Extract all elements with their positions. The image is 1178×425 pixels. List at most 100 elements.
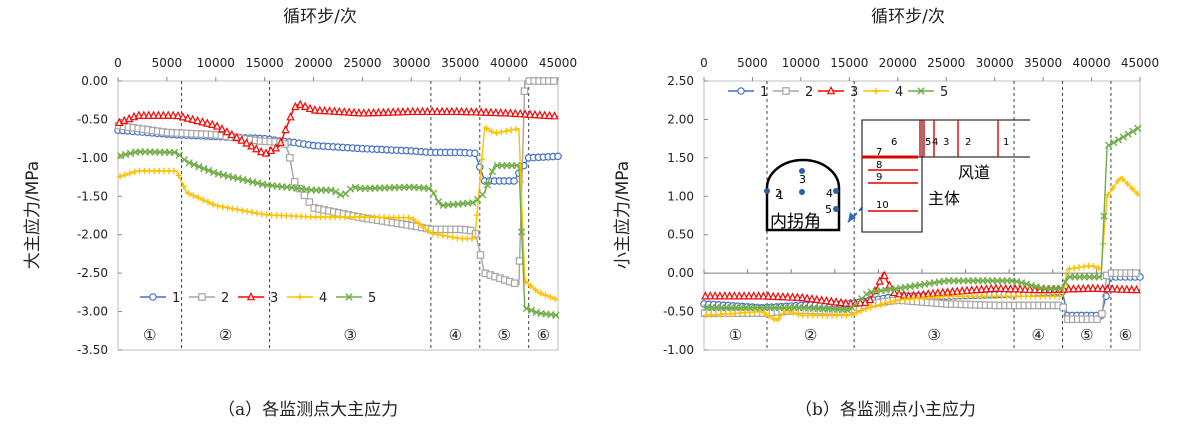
- data-point: [410, 216, 417, 223]
- data-point: [224, 204, 231, 211]
- x-tick-label: 10000: [197, 56, 235, 70]
- data-point: [429, 189, 438, 198]
- data-point: [1124, 130, 1132, 138]
- data-point: [126, 170, 134, 177]
- main-label: 主体: [928, 189, 960, 208]
- data-point: [468, 235, 476, 242]
- y-tick-label: -0.50: [663, 305, 694, 319]
- data-point: [488, 167, 496, 176]
- data-point: [281, 124, 290, 134]
- data-point: [720, 291, 729, 300]
- legend-marker: [296, 293, 304, 301]
- data-point: [419, 223, 427, 231]
- data-point: [1114, 177, 1122, 185]
- data-point: [1109, 138, 1118, 147]
- data-point: [439, 232, 446, 239]
- section-label: 4: [932, 137, 938, 148]
- data-point: [822, 295, 831, 305]
- data-point: [444, 233, 451, 240]
- y-tick-label: 1.50: [667, 151, 694, 165]
- data-point: [501, 108, 510, 117]
- data-point: [428, 106, 437, 116]
- stage-label: ④: [1032, 326, 1045, 344]
- data-point: [517, 228, 526, 236]
- data-point: [434, 198, 443, 206]
- data-point: [413, 106, 422, 116]
- data-point: [483, 181, 492, 189]
- data-point: [243, 208, 251, 215]
- data-point: [775, 315, 782, 322]
- y-tick-label: -1.50: [77, 189, 108, 203]
- y-tick-label: 1.00: [667, 189, 694, 203]
- data-point: [1129, 127, 1137, 135]
- data-point: [798, 292, 807, 302]
- stage-label: ⑤: [497, 326, 510, 344]
- data-point: [527, 306, 536, 315]
- data-point: [178, 112, 188, 121]
- data-point: [300, 101, 310, 110]
- data-point: [437, 106, 447, 116]
- data-point: [234, 206, 241, 213]
- data-point: [478, 156, 486, 163]
- data-point: [794, 311, 802, 318]
- data-point: [1134, 124, 1142, 133]
- data-point: [473, 211, 481, 219]
- legend-label: 1: [172, 291, 180, 306]
- legend-label: 4: [319, 291, 327, 306]
- data-point: [880, 270, 889, 280]
- data-point: [340, 107, 349, 116]
- data-point: [542, 291, 549, 299]
- data-point: [1132, 284, 1141, 294]
- stage-label: ③: [927, 326, 940, 344]
- legend-label: 2: [221, 291, 229, 306]
- data-point: [862, 305, 870, 313]
- data-point: [872, 302, 879, 310]
- data-point: [134, 110, 144, 119]
- data-point: [764, 291, 773, 300]
- data-point: [1059, 303, 1067, 312]
- data-point: [848, 311, 855, 318]
- data-point: [388, 107, 398, 116]
- data-point: [1098, 310, 1106, 318]
- tunnel-point: [799, 168, 805, 174]
- data-point: [857, 307, 865, 314]
- data-point: [996, 283, 1006, 293]
- data-point: [1011, 284, 1020, 293]
- data-point: [183, 113, 192, 122]
- legend-label: 3: [270, 291, 278, 306]
- y-tick-label: -2.50: [77, 266, 108, 280]
- plot-area: [117, 80, 559, 351]
- data-point: [374, 107, 383, 117]
- series-3: [115, 99, 559, 157]
- data-point: [212, 121, 222, 130]
- data-point: [1090, 263, 1097, 270]
- data-point: [116, 173, 124, 180]
- series-5: [117, 148, 560, 319]
- legend: 1 2 3 4 5: [728, 85, 948, 100]
- tunnel-point: [799, 189, 805, 195]
- data-point: [831, 297, 841, 306]
- data-point: [344, 107, 354, 116]
- stage-label: ⑤: [1080, 326, 1093, 344]
- data-point: [200, 164, 208, 173]
- data-point: [121, 171, 129, 179]
- data-point: [1133, 190, 1141, 197]
- data-point: [330, 106, 339, 115]
- data-point: [349, 107, 359, 117]
- data-point: [442, 106, 452, 116]
- data-point: [185, 159, 193, 167]
- data-point: [469, 198, 477, 207]
- data-point: [398, 106, 408, 116]
- data-point: [418, 106, 427, 116]
- x-axis-title: 循环步/次: [871, 7, 945, 27]
- y-tick-label: 0.00: [81, 74, 108, 88]
- data-point: [1066, 265, 1073, 273]
- data-point: [1108, 284, 1117, 293]
- data-point: [1088, 283, 1098, 292]
- data-point: [393, 107, 403, 116]
- data-point: [1095, 264, 1102, 272]
- y-tick-label: 2.50: [667, 74, 694, 88]
- data-point: [300, 191, 309, 200]
- data-point: [540, 110, 549, 119]
